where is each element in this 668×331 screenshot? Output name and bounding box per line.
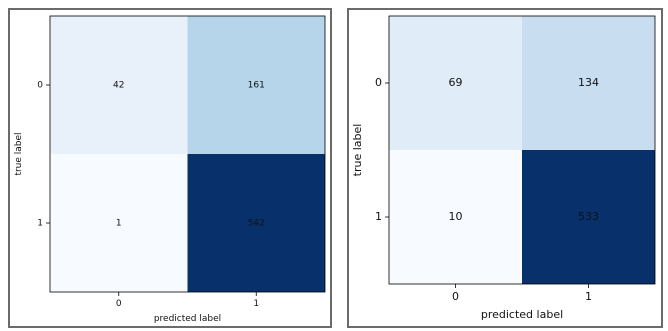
- y-tick-label: 1: [375, 210, 382, 223]
- x-tick-label: 1: [585, 290, 592, 303]
- cell-value-1-1: 533: [578, 210, 599, 223]
- cell-1-0: [50, 154, 188, 292]
- y-tick-label: 1: [37, 219, 43, 229]
- x-tick-label: 0: [452, 290, 459, 303]
- cell-0-0: [50, 16, 188, 154]
- cell-1-0: [389, 150, 522, 284]
- x-tick-label: 0: [116, 299, 122, 309]
- cell-0-1: [187, 16, 325, 154]
- cell-0-1: [522, 16, 655, 150]
- y-tick-label: 0: [375, 76, 382, 89]
- cell-value-1-1: 542: [248, 219, 265, 229]
- y-tick-label: 0: [37, 81, 43, 91]
- cell-value-0-1: 161: [248, 81, 265, 91]
- y-axis-label: true label: [14, 132, 24, 175]
- plot-frame: [388, 15, 656, 285]
- cell-1-1: [522, 150, 655, 284]
- plot-frame: [49, 15, 326, 293]
- x-tick-label: 1: [253, 299, 259, 309]
- cell-value-0-0: 69: [449, 76, 463, 89]
- x-axis-label: predicted label: [481, 308, 563, 321]
- cell-value-0-0: 42: [113, 81, 124, 91]
- cell-0-0: [389, 16, 522, 150]
- cell-value-1-0: 10: [449, 210, 463, 223]
- confusion-matrix-panel-left: 42 161 1 542 0 1 0 1 predicted label true label: [8, 8, 332, 328]
- cell-value-0-1: 134: [578, 76, 599, 89]
- x-axis-label: predicted label: [154, 314, 221, 324]
- confusion-matrix-panel-right: 69 134 10 533 0 1 0 1 predicted label true label: [347, 8, 663, 328]
- cell-1-1: [187, 154, 325, 292]
- y-axis-label: true label: [351, 124, 364, 177]
- cell-value-1-0: 1: [116, 219, 122, 229]
- confusion-matrix-left: 42 161 1 542 0 1 0 1 predicted label true label: [14, 15, 326, 324]
